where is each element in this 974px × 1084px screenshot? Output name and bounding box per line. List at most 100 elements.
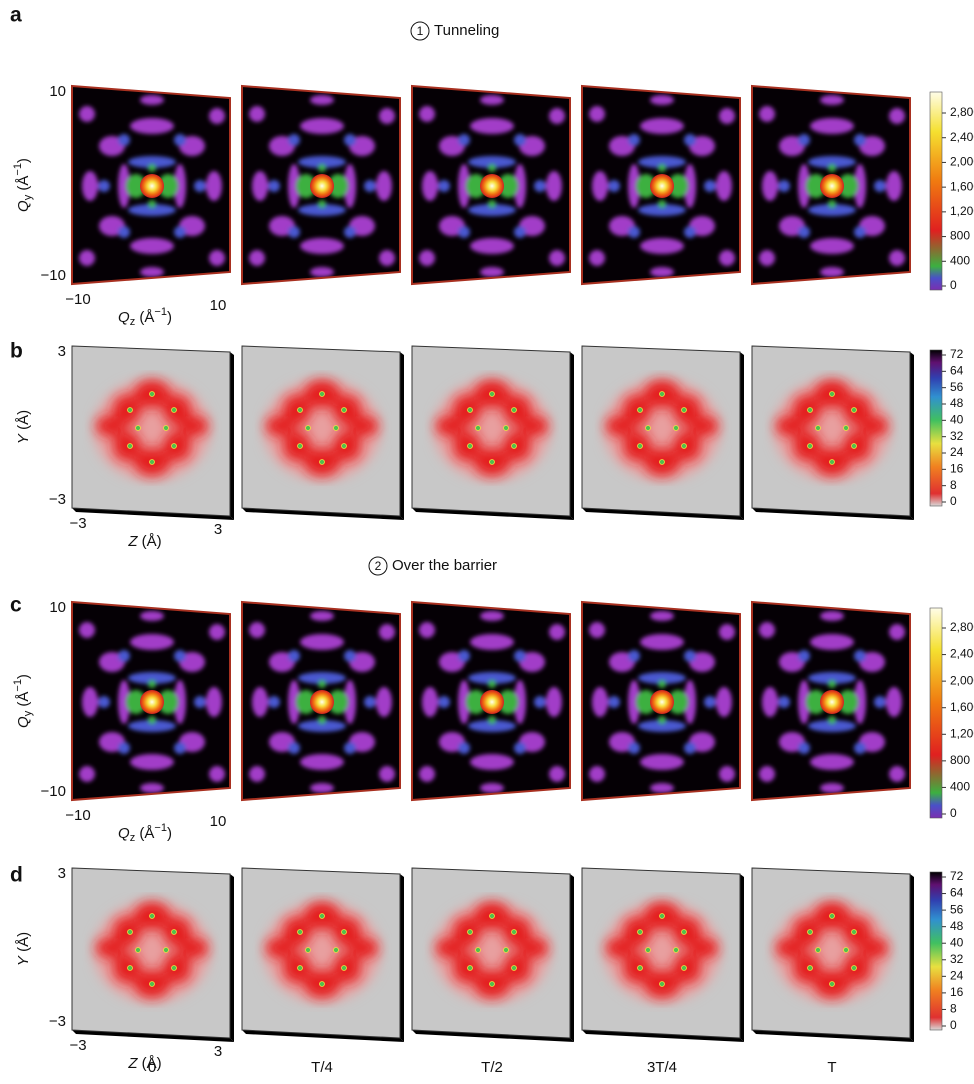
pattern [582, 86, 742, 286]
pattern [72, 86, 232, 286]
section-number: 2 [375, 559, 382, 573]
blob [589, 106, 605, 122]
colorbar-tick-label: 800 [950, 753, 970, 767]
blob [658, 680, 666, 688]
colorbar-tick-label: 800 [950, 229, 970, 243]
blob [719, 250, 735, 266]
colorbar-tick-label: 0 [950, 1018, 957, 1032]
blob [148, 716, 156, 724]
atom [490, 460, 495, 465]
atom [150, 460, 155, 465]
y-axis-label: Qy (Å−1) [12, 158, 34, 212]
panel-image [752, 346, 914, 520]
unit-close: ) [167, 309, 172, 326]
blob [288, 226, 300, 238]
blob [209, 250, 225, 266]
blob [628, 134, 640, 146]
blob [174, 226, 186, 238]
blob [130, 634, 174, 650]
atom [320, 460, 325, 465]
panel-image [72, 868, 234, 1042]
blob [252, 687, 268, 717]
atom [298, 444, 303, 449]
blob [118, 134, 130, 146]
blob [419, 766, 435, 782]
unit: (Å) [15, 932, 32, 956]
blob [249, 622, 265, 638]
blob [810, 118, 854, 134]
panel-image [752, 602, 912, 802]
blob [458, 226, 470, 238]
colorbar-tick-label: 72 [950, 869, 964, 883]
pattern [242, 868, 402, 1040]
colorbar [930, 608, 942, 818]
blob [860, 938, 888, 958]
panel-image [242, 346, 404, 520]
colorbar-tick-label: 0 [950, 278, 957, 292]
blob [344, 134, 356, 146]
blob [606, 416, 634, 436]
blob [759, 766, 775, 782]
core [310, 174, 334, 198]
blob [820, 267, 844, 277]
blob [684, 134, 696, 146]
colorbar-tick-label: 40 [950, 935, 964, 949]
y-tick-label: −3 [49, 1013, 66, 1030]
blob [268, 696, 280, 708]
atom [468, 444, 473, 449]
edge [400, 352, 404, 520]
blob [318, 200, 326, 208]
colorbar-tick-label: 32 [950, 952, 964, 966]
unit: (Å) [138, 533, 162, 550]
core [650, 174, 674, 198]
blob [810, 634, 854, 650]
blob [79, 250, 95, 266]
atom [150, 914, 155, 919]
blob [480, 611, 504, 621]
atom [674, 948, 679, 953]
blob [206, 687, 222, 717]
blob [650, 783, 674, 793]
blob [650, 611, 674, 621]
blob [690, 416, 718, 436]
blob [209, 624, 225, 640]
blob [364, 696, 376, 708]
blob [350, 416, 378, 436]
blob [458, 134, 470, 146]
pattern [412, 602, 572, 802]
blob [589, 766, 605, 782]
atom [136, 426, 141, 431]
blob [640, 118, 684, 134]
pattern [752, 602, 912, 802]
blob [379, 766, 395, 782]
blob [300, 238, 344, 254]
pattern [72, 602, 232, 802]
panel-image [242, 602, 402, 802]
x-tick-label: −10 [65, 291, 90, 308]
blob [860, 416, 888, 436]
blob [300, 754, 344, 770]
blob [344, 226, 356, 238]
blob [488, 164, 496, 172]
atom [298, 408, 303, 413]
colorbar-tick-label: 72 [950, 347, 964, 361]
atom [830, 914, 835, 919]
blob [889, 108, 905, 124]
atom [852, 444, 857, 449]
blob [684, 226, 696, 238]
colorbar-tick-label: 0 [950, 494, 957, 508]
blob [98, 696, 110, 708]
x-tick-label: 10 [210, 813, 227, 830]
colorbar [930, 350, 942, 506]
blob [650, 267, 674, 277]
blob [798, 134, 810, 146]
blob [310, 611, 334, 621]
blob [608, 180, 620, 192]
blob [174, 650, 186, 662]
atom [852, 408, 857, 413]
atom [844, 948, 849, 953]
colorbar-tick-label: 2,400 [950, 647, 974, 661]
blob [828, 680, 836, 688]
blob [828, 164, 836, 172]
panel-letter: a [10, 4, 22, 27]
